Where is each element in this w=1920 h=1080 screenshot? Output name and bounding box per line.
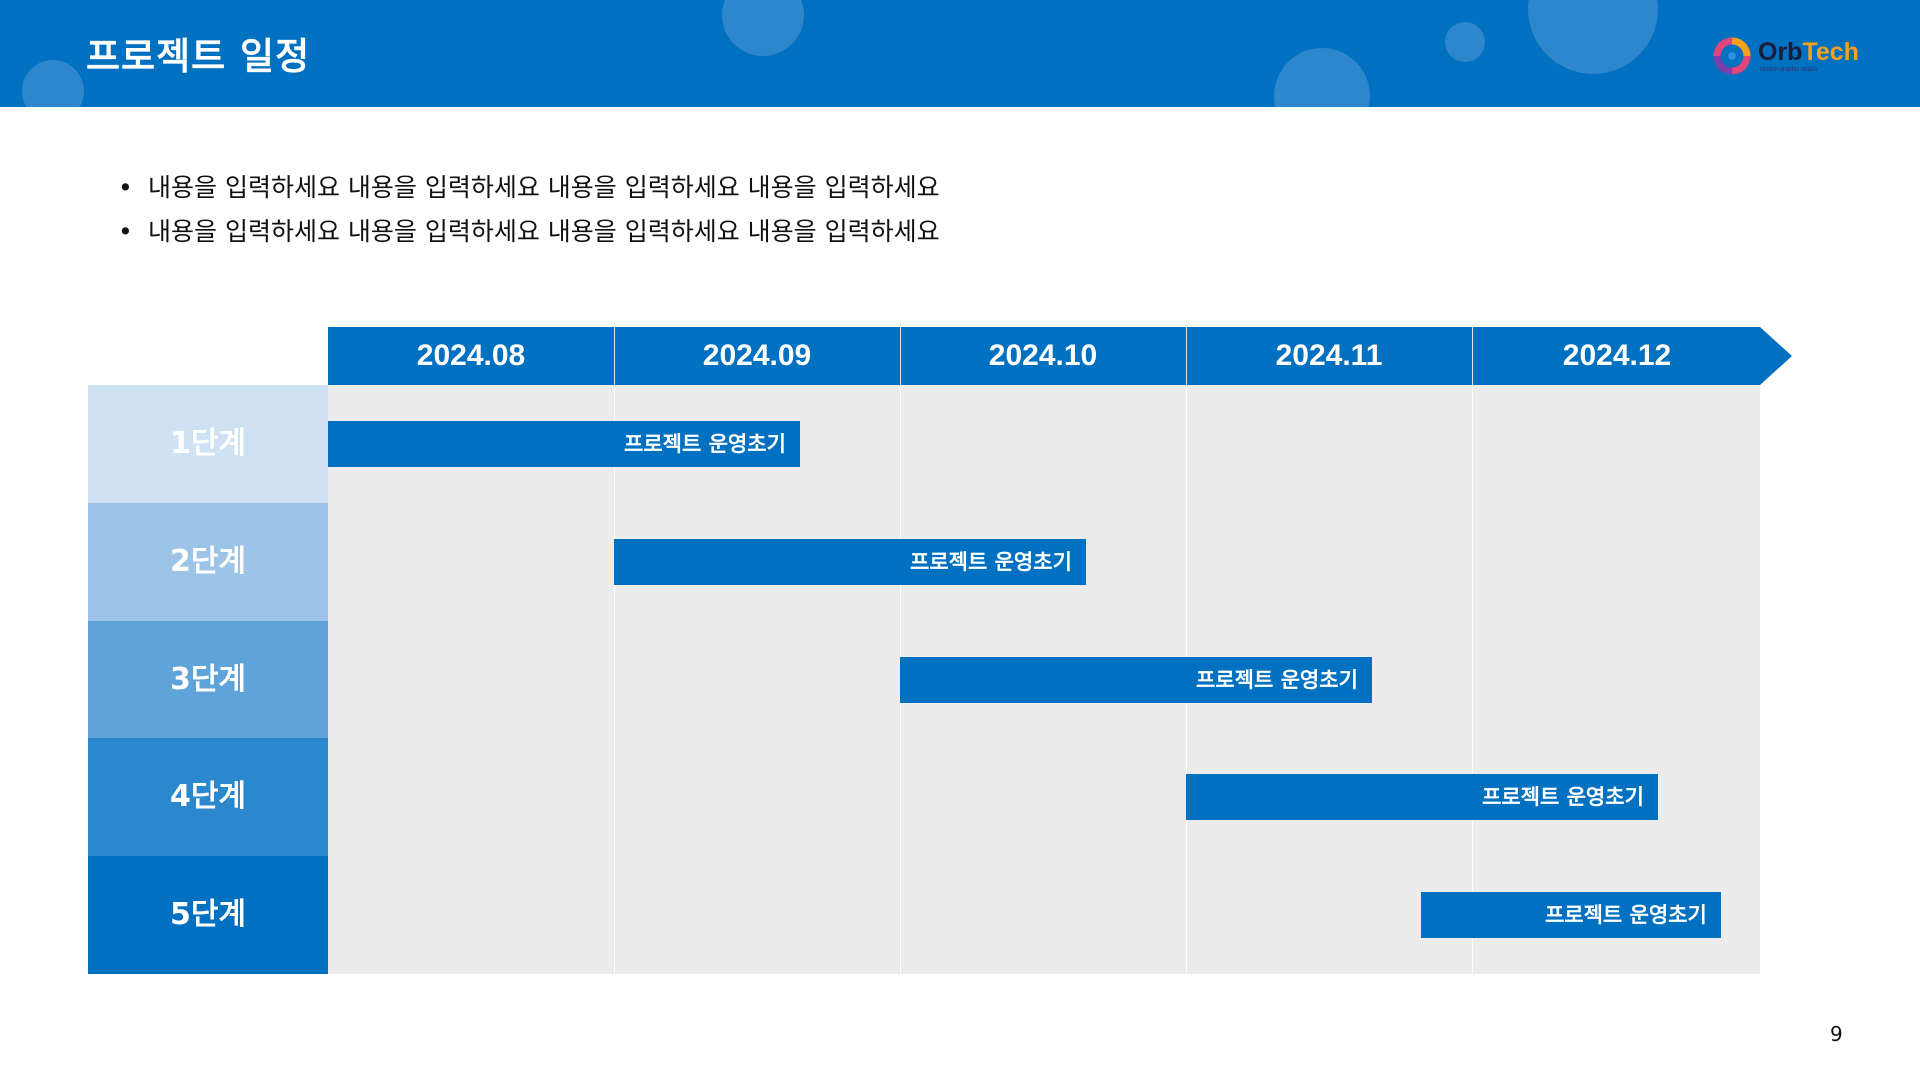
stage-label: 1단계 [88, 385, 328, 503]
decor-circle [1528, 0, 1658, 74]
month-label: 2024.11 [1275, 339, 1383, 372]
stage-label: 3단계 [88, 620, 328, 739]
month-separator [1472, 327, 1473, 385]
grid-divider [1472, 385, 1473, 974]
month-label: 2024.10 [988, 339, 1098, 372]
month-label: 2024.08 [416, 339, 526, 372]
stage-label: 5단계 [88, 856, 328, 975]
month-label: 2024.09 [702, 339, 812, 372]
logo-tagline: Motion graphic studio [1760, 67, 1818, 73]
header-banner: 프로젝트 일정 OrbTech Motion graphic studio [0, 0, 1920, 107]
page-number: 9 [1830, 1022, 1843, 1046]
month-header-bar [328, 327, 1760, 385]
month-separator [900, 327, 901, 385]
arrow-right-icon [1760, 327, 1792, 385]
month-separator [614, 327, 615, 385]
task-bar: 프로젝트 운영초기 [900, 656, 1372, 703]
logo: OrbTech Motion graphic studio [1710, 34, 1870, 80]
bullet-item: 내용을 입력하세요 내용을 입력하세요 내용을 입력하세요 내용을 입력하세요 [118, 166, 940, 210]
task-bar: 프로젝트 운영초기 [1186, 774, 1658, 821]
month-separator [1186, 327, 1187, 385]
grid-divider [614, 385, 615, 974]
task-bar: 프로젝트 운영초기 [328, 420, 800, 467]
decor-circle [1274, 48, 1370, 107]
month-label: 2024.12 [1562, 339, 1672, 372]
orb-logo-icon [1713, 37, 1751, 75]
decor-circle [1445, 22, 1485, 62]
logo-name: OrbTech [1758, 38, 1859, 66]
stage-label: 2단계 [88, 502, 328, 621]
page-title: 프로젝트 일정 [86, 35, 311, 78]
stage-label: 4단계 [88, 738, 328, 857]
bullet-list: 내용을 입력하세요 내용을 입력하세요 내용을 입력하세요 내용을 입력하세요 … [118, 166, 940, 254]
month-header: 2024.08 2024.09 2024.10 2024.11 2024.12 [328, 327, 1792, 385]
task-bar: 프로젝트 운영초기 [614, 538, 1086, 585]
decor-circle [22, 60, 84, 107]
decor-circle [722, 0, 804, 56]
bullet-item: 내용을 입력하세요 내용을 입력하세요 내용을 입력하세요 내용을 입력하세요 [118, 210, 940, 254]
task-bar: 프로젝트 운영초기 [1420, 892, 1721, 939]
